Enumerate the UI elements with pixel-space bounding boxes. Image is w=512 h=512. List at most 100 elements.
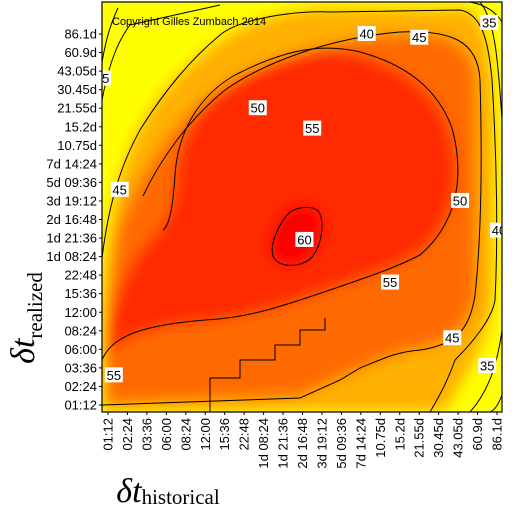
copyright-text: Copyright Gilles Zumbach 2014 xyxy=(112,16,266,28)
contour-label: 60 xyxy=(295,231,314,247)
contour-label-text: 45 xyxy=(445,331,459,346)
contour-label-bg xyxy=(303,120,322,136)
contour-label-text: 40 xyxy=(359,27,373,42)
contour-label-bg xyxy=(104,367,123,383)
contour-label-text: 45 xyxy=(412,30,426,45)
contour-label-text: 60 xyxy=(297,232,311,247)
y-tick-label: 10.75d xyxy=(57,138,97,153)
svg-text:δtrealized: δtrealized xyxy=(5,272,47,364)
contour-label: 55 xyxy=(381,274,400,290)
x-tick-label: 22:48 xyxy=(237,418,252,451)
y-tick-label: 5d 09:36 xyxy=(46,175,97,190)
x-tick-label: 10.75d xyxy=(373,418,388,458)
y-tick-label: 86.1d xyxy=(64,27,97,42)
contour-label-bg xyxy=(480,14,499,30)
x-tick-label: 3d 19:12 xyxy=(314,418,329,469)
contour-label-text: 35 xyxy=(480,359,494,374)
y-tick-label: 22:48 xyxy=(64,268,97,283)
y-tick-label: 15:36 xyxy=(64,286,97,301)
contour-label-bg xyxy=(357,26,376,41)
contour-label: 45 xyxy=(410,29,429,45)
contour-label: 35 xyxy=(480,14,499,30)
x-axis-title-subscript: historical xyxy=(142,485,220,509)
contour-40 xyxy=(102,2,502,412)
x-tick-label: 30.45d xyxy=(431,418,446,458)
contour-label-bg xyxy=(295,231,314,247)
contour-labels: 40 45 35 35 50 55 45 50 40 60 55 45 55 35 xyxy=(95,14,506,383)
contour-55-steps xyxy=(102,318,326,412)
contour-label-bg xyxy=(489,222,502,238)
x-tick-label: 15:36 xyxy=(217,418,232,451)
y-tick-label: 43.05d xyxy=(57,64,97,79)
heatmap-field xyxy=(102,2,502,412)
contour-label-bg xyxy=(478,358,497,374)
contour-label-text: 55 xyxy=(305,121,319,136)
x-tick-label: 43.05d xyxy=(451,418,466,458)
x-tick-label: 5d 09:36 xyxy=(334,418,349,469)
contour-label-bg xyxy=(110,181,129,197)
contour-60 xyxy=(271,206,323,266)
y-tick-label: 01:12 xyxy=(64,398,97,413)
x-tick-label: 01:12 xyxy=(101,418,116,451)
x-tick-label: 86.1d xyxy=(490,418,505,451)
contour-label-text: 50 xyxy=(251,101,265,116)
contour-55 xyxy=(102,47,459,395)
contour-label-bg xyxy=(410,29,429,45)
contour-label-text: 45 xyxy=(112,182,126,197)
x-tick-label: 08:24 xyxy=(178,418,193,451)
contour-label-text: 40 xyxy=(492,223,506,238)
contour-45 xyxy=(102,9,498,412)
x-tick-label: 21.55d xyxy=(412,418,427,458)
x-tick-label: 2d 16:48 xyxy=(295,418,310,469)
contour-label-text: 55 xyxy=(383,275,397,290)
y-axis-title-subscript: realized xyxy=(23,272,47,339)
contour-label-bg xyxy=(443,330,462,346)
y-axis-title: δtrealized xyxy=(5,272,47,364)
contour-label: 55 xyxy=(303,120,322,136)
x-tick-label: 03:36 xyxy=(139,418,154,451)
y-tick-label: 21.55d xyxy=(57,101,97,116)
y-tick-label: 15.2d xyxy=(64,119,97,134)
y-tick-label: 2d 16:48 xyxy=(46,212,97,227)
x-tick-label: 12:00 xyxy=(198,418,213,451)
x-tick-label: 60.9d xyxy=(470,418,485,451)
contour-label-text: 55 xyxy=(107,368,121,383)
contour-lines xyxy=(102,2,502,412)
contour-label: 40 xyxy=(357,26,376,42)
contour-label: 50 xyxy=(248,100,267,116)
contour-label: 35 xyxy=(478,358,497,374)
contour-label: 50 xyxy=(451,192,470,208)
contour-label: 45 xyxy=(443,330,462,346)
y-tick-label: 30.45d xyxy=(57,82,97,97)
contour-50 xyxy=(102,31,482,406)
contour-label-bg xyxy=(381,274,400,290)
y-tick-label: 3d 19:12 xyxy=(46,193,97,208)
y-tick-label: 7d 14:24 xyxy=(46,156,97,171)
x-tick-label: 06:00 xyxy=(159,418,174,451)
x-tick-label: 1d 21:36 xyxy=(276,418,291,469)
y-tick-label: 1d 08:24 xyxy=(46,249,97,264)
svg-text:δthistorical: δthistorical xyxy=(116,473,220,510)
x-axis-title: δthistorical xyxy=(116,473,220,510)
y-tick-label: 08:24 xyxy=(64,323,97,338)
x-axis-title-symbol: δt xyxy=(116,473,143,510)
contour-label-bg xyxy=(248,100,267,116)
y-tick-label: 60.9d xyxy=(64,45,97,60)
contour-label-text: 50 xyxy=(453,193,467,208)
y-tick-label: 02:24 xyxy=(64,379,97,394)
y-tick-label: 1d 21:36 xyxy=(46,231,97,246)
x-axis: 01:12 02:24 03:36 06:00 08:24 12:00 15:36 22:48… xyxy=(101,412,505,469)
contour-label: 35 xyxy=(95,70,112,86)
contour-label-text: 35 xyxy=(482,15,496,30)
x-tick-label: 7d 14:24 xyxy=(353,418,368,469)
x-tick-label: 02:24 xyxy=(120,418,135,451)
contour-label-bg xyxy=(451,192,470,208)
y-tick-label: 06:00 xyxy=(64,342,97,357)
contour-label-bg xyxy=(102,70,112,86)
y-tick-label: 03:36 xyxy=(64,360,97,375)
contour-label: 55 xyxy=(104,367,123,383)
y-axis-title-symbol: δt xyxy=(5,337,42,364)
y-tick-label: 12:00 xyxy=(64,305,97,320)
contour-label-text: 35 xyxy=(95,71,109,86)
